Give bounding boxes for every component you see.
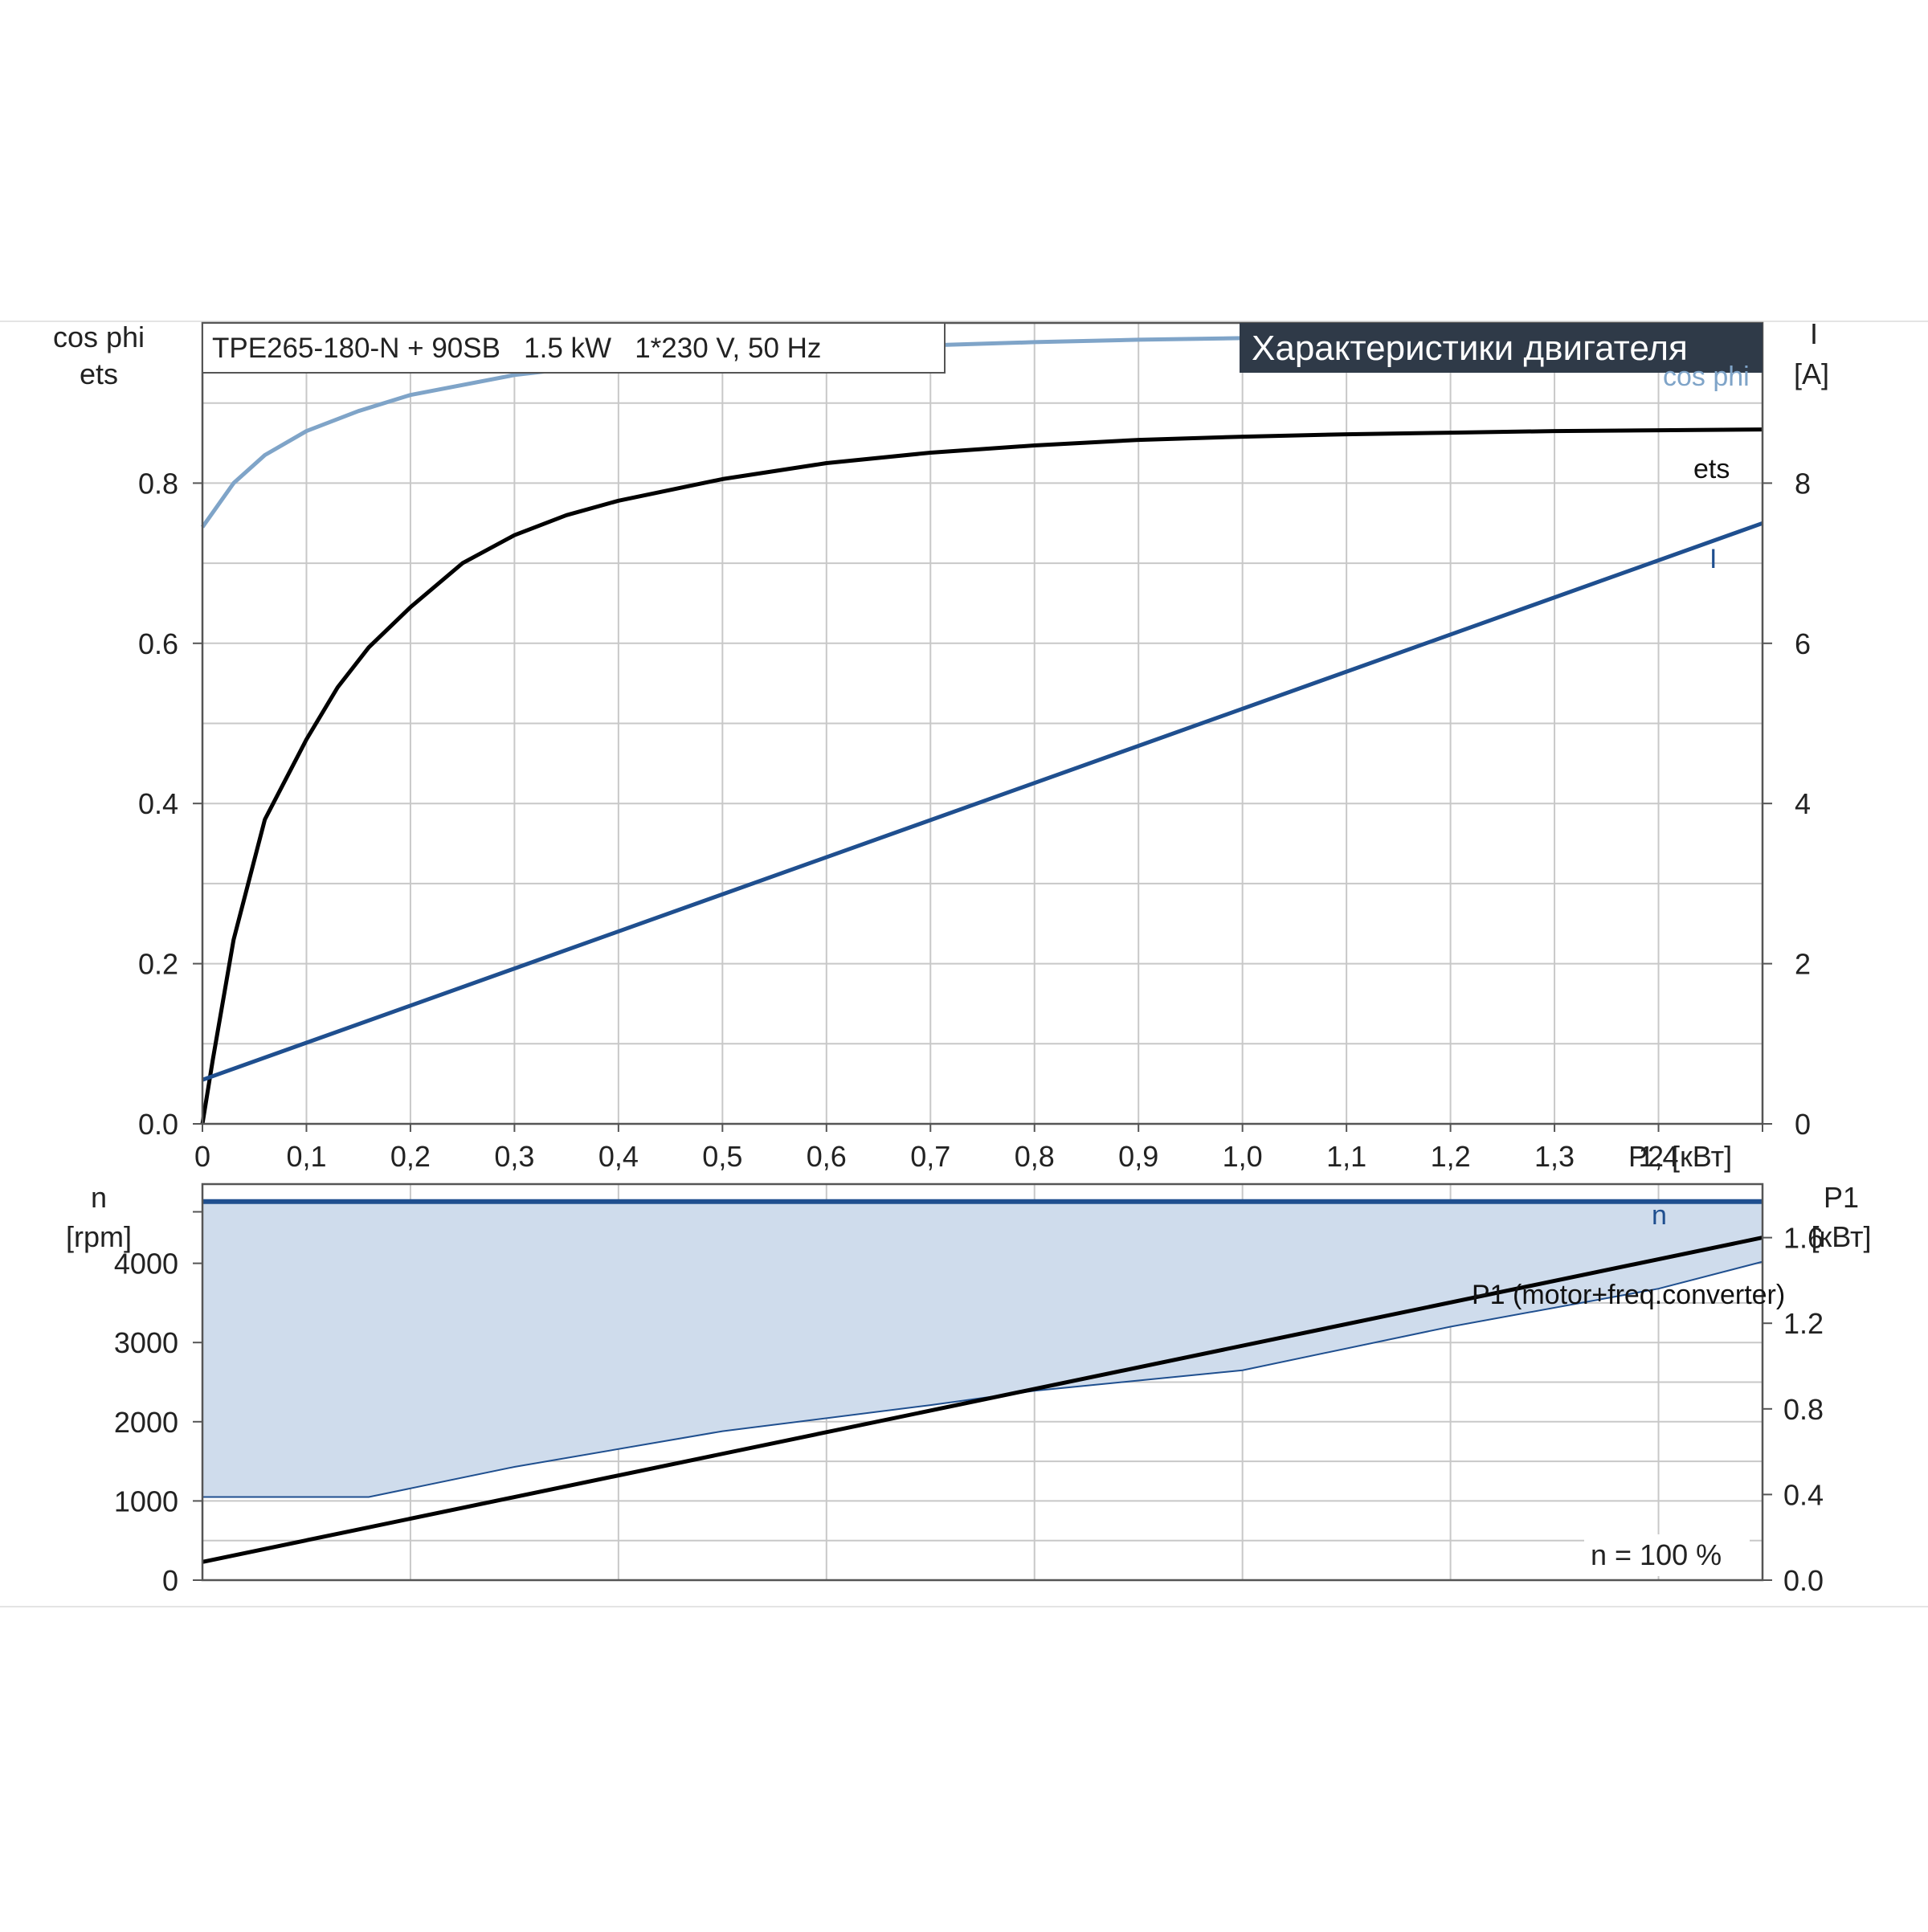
- x-tick-label: 0: [194, 1140, 210, 1173]
- upper-x-axis-title: P2 [кВт]: [1628, 1140, 1732, 1173]
- p1-tick-label: 0.4: [1783, 1478, 1824, 1511]
- y-right-tick-label: 8: [1795, 467, 1811, 500]
- annotation-box: [1584, 1534, 1750, 1576]
- p1-tick-label: 1.2: [1783, 1307, 1824, 1340]
- upper-plot-grid: [202, 323, 1763, 1124]
- subtitle-box: [202, 322, 946, 374]
- upper-left-axis-title-1: cos phi: [53, 321, 145, 353]
- x-tick-label: 1,2: [1431, 1140, 1471, 1173]
- n-tick-label: 1000: [114, 1485, 178, 1517]
- p1-line: [202, 1236, 1763, 1564]
- series-label-current: I: [1709, 544, 1717, 574]
- upper-axis-ticks: 0 0,1 0,2 0,3 0,4 0,5 0,6 0,7 0,8 0,9 1,0 1,1 1,2 1,3…: [138, 467, 1811, 1173]
- current-line: [202, 521, 1763, 1082]
- series-label-p1: P1 (motor+freq.converter): [1472, 1280, 1785, 1310]
- series-label-speed: n: [1652, 1200, 1667, 1231]
- chart-title-box: [1240, 323, 1763, 373]
- upper-plot-series: [200, 331, 1763, 1125]
- x-tick-label: 1,0: [1223, 1140, 1263, 1173]
- x-tick-label: 0,7: [910, 1140, 950, 1173]
- y-left-tick-label: 0.2: [138, 948, 178, 981]
- x-tick-label: 0,9: [1118, 1140, 1158, 1173]
- p1-tick-label: 0.0: [1783, 1564, 1824, 1597]
- speed-annotation: n = 100 %: [1591, 1538, 1722, 1571]
- lower-axis-ticks: 0 1000 2000 3000 4000 0.0 0.4 0.8 1.2 1.6: [114, 1211, 1824, 1597]
- x-tick-label: 1,4: [1639, 1140, 1679, 1173]
- x-tick-label: 0,1: [286, 1140, 326, 1173]
- n-tick-label: 3000: [114, 1326, 178, 1359]
- lower-right-axis-title-1: P1: [1824, 1181, 1859, 1214]
- y-left-tick-label: 0.8: [138, 467, 178, 500]
- n-tick-label: 0: [162, 1564, 178, 1597]
- x-tick-label: 0,6: [807, 1140, 847, 1173]
- x-tick-label: 0,2: [390, 1140, 431, 1173]
- x-tick-label: 0,4: [598, 1140, 639, 1173]
- p1-tick-label: 0.8: [1783, 1393, 1824, 1426]
- upper-left-axis-title-2: ets: [80, 357, 118, 390]
- x-tick-label: 1,3: [1534, 1140, 1575, 1173]
- chart-title: Характеристики двигателя: [1252, 329, 1688, 368]
- y-right-tick-label: 2: [1795, 948, 1811, 981]
- x-tick-label: 0,8: [1015, 1140, 1055, 1173]
- y-left-tick-label: 0.0: [138, 1108, 178, 1141]
- lower-left-axis-title-2: [rpm]: [66, 1220, 132, 1253]
- lower-left-axis-title-1: n: [91, 1181, 107, 1214]
- upper-right-axis-title-1: I: [1810, 317, 1818, 350]
- upper-right-axis-title-2: [A]: [1794, 357, 1829, 390]
- chart-subtitle: TPE265-180-N + 90SB 1.5 kW 1*230 V, 50 H…: [212, 333, 821, 364]
- operating-range-area: [202, 1201, 1763, 1497]
- p1-tick-label: 1.6: [1783, 1222, 1824, 1255]
- y-right-tick-label: 6: [1795, 627, 1811, 660]
- y-right-tick-label: 0: [1795, 1108, 1811, 1141]
- series-label-ets: ets: [1693, 454, 1730, 484]
- y-right-tick-label: 4: [1795, 787, 1811, 820]
- x-tick-label: 0,5: [702, 1140, 742, 1173]
- lower-plot-frame: [201, 1182, 1764, 1582]
- n-tick-label: 4000: [114, 1248, 178, 1281]
- efficiency-curve: [200, 427, 1763, 1125]
- x-tick-label: 0,3: [494, 1140, 534, 1173]
- y-left-tick-label: 0.4: [138, 787, 178, 820]
- series-label-cos-phi: cos phi: [1663, 361, 1750, 392]
- upper-plot-frame: [201, 321, 1764, 1125]
- x-tick-label: 1,1: [1326, 1140, 1366, 1173]
- y-left-tick-label: 0.6: [138, 627, 178, 660]
- lower-right-axis-title-2: [кВт]: [1811, 1220, 1871, 1253]
- n-tick-label: 2000: [114, 1406, 178, 1439]
